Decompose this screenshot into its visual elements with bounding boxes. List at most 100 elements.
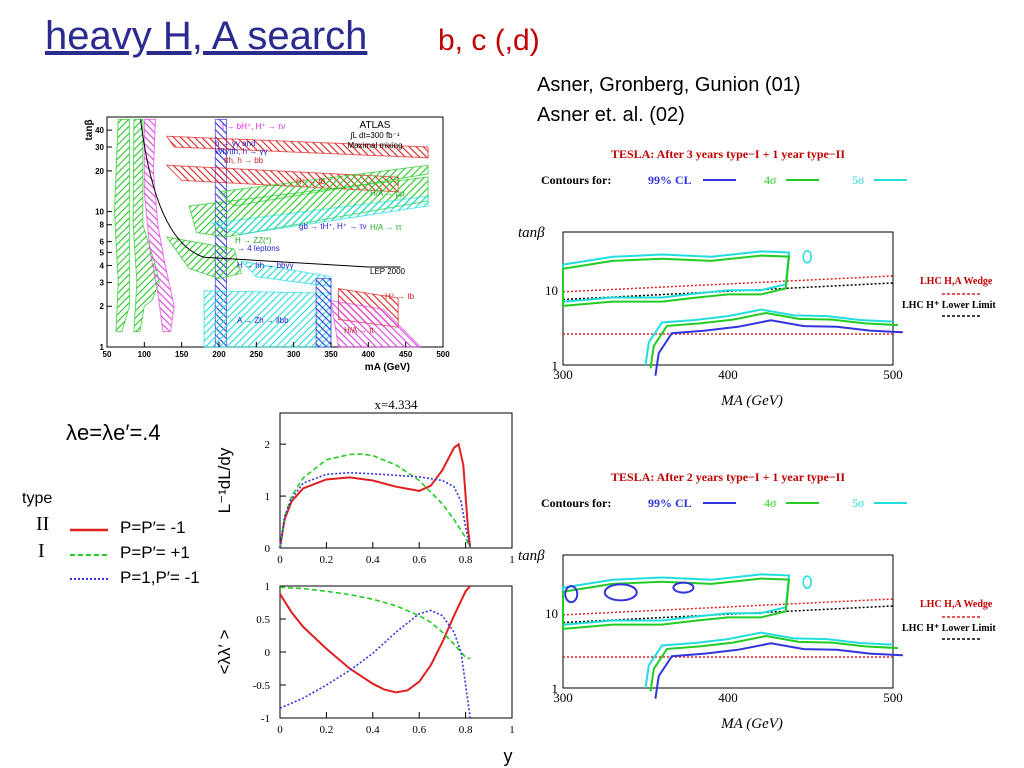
x-tick-label: 400 (718, 367, 738, 382)
x-tick-label: 0.8 (459, 554, 473, 566)
y-tick-label: 40 (95, 126, 104, 135)
atlas-annotation: H → ZZ(*) (235, 236, 272, 245)
series-line (279, 471, 471, 549)
x-tick-label: 350 (324, 350, 338, 359)
y-tick-label: 1 (552, 681, 559, 696)
y-tick-label: 0.5 (256, 614, 270, 626)
contour-5sigma-island (802, 250, 812, 264)
contour-level: 99% CL (648, 173, 692, 187)
x-tick-label: 450 (399, 350, 413, 359)
y-tick-label: 10 (95, 208, 104, 217)
y-tick-label: 3 (100, 278, 105, 287)
type-row-2: II (36, 513, 50, 535)
band-zz (165, 236, 243, 280)
series-line (279, 442, 472, 549)
atlas-header: ATLAS (360, 120, 391, 131)
y-axis-label: tanβ (518, 548, 545, 564)
band-hgg (113, 118, 130, 333)
atlas-header: Maximal mixing (347, 141, 402, 150)
x-tick-label: 500 (883, 367, 903, 382)
x-tick-label: 1 (509, 554, 515, 566)
x-axis-label: y (504, 746, 513, 766)
contour-4sigma-high (562, 254, 791, 307)
atlas-annotation: H/A → tt (344, 326, 375, 335)
x-axis-label: mA (GeV) (365, 362, 410, 373)
slide-subtitle: b, c (,d) (438, 24, 540, 57)
contour-label: Contours for: (541, 173, 611, 187)
contour-99cl-low (654, 642, 903, 699)
reference-1: Asner, Gronberg, Gunion (01) (537, 74, 801, 96)
atlas-annotation: H/A → ττ (370, 223, 403, 232)
y-tick-label: -1 (261, 713, 270, 725)
lep-2000-curve (140, 119, 401, 268)
y-tick-label: 1 (265, 491, 271, 503)
atlas-annotation: H → hh → bbγγ (237, 261, 293, 270)
y-tick-label: 10 (545, 283, 558, 298)
contour-4sigma-high (562, 577, 791, 630)
series-line (279, 585, 471, 694)
contour-99cl-island (672, 581, 695, 594)
x-tick-label: 0 (277, 724, 283, 736)
type-header: type (22, 490, 53, 507)
tesla-title: TESLA: After 2 years type−I + 1 year typ… (611, 470, 845, 484)
contour-99cl-low (654, 319, 903, 376)
contour-5sigma-low (644, 631, 894, 689)
atlas-annotation: h → γγ and (215, 139, 255, 148)
x-tick-label: 50 (103, 350, 112, 359)
atlas-annotation: tth, h → bb (224, 156, 264, 165)
y-tick-label: 0 (265, 543, 271, 555)
contour-4sigma-low (649, 634, 899, 692)
legend-entry: P=P′= -1 (120, 518, 186, 537)
spectrum-title: x=4.334 (374, 397, 418, 412)
y-tick-label: 1 (552, 358, 559, 373)
y-tick-label: 30 (95, 143, 104, 152)
hplus-label: LHC H⁺ Lower Limit (902, 623, 996, 634)
contour-level: 5σ (852, 496, 865, 510)
y-tick-label: 2 (265, 439, 271, 451)
atlas-annotation: H⁺ → tb (296, 177, 326, 186)
x-tick-label: 0.4 (366, 724, 380, 736)
x-tick-label: 300 (553, 367, 573, 382)
contour-label: Contours for: (541, 496, 611, 510)
x-tick-label: 150 (175, 350, 189, 359)
x-tick-label: 0.6 (412, 724, 426, 736)
atlas-header: ∫L dt=300 fb⁻¹ (349, 131, 399, 140)
atlas-annotation: gb → tH⁺, H⁺ → τν (299, 222, 367, 231)
band-wh (132, 118, 160, 333)
x-tick-label: 400 (718, 690, 738, 705)
y-axis-label: tanβ (84, 119, 95, 140)
x-tick-label: 1 (509, 724, 515, 736)
atlas-annotation: Wh/tth, h → γγ (215, 147, 267, 156)
x-tick-label: 300 (553, 690, 573, 705)
x-tick-label: 100 (138, 350, 152, 359)
y-tick-label: 4 (100, 261, 105, 270)
atlas-annotation: → 4 leptons (237, 244, 280, 253)
type-row-1: I (38, 540, 45, 562)
x-tick-label: 0.2 (320, 724, 334, 736)
x-tick-label: 0.8 (459, 724, 473, 736)
hplus-label: LHC H⁺ Lower Limit (902, 300, 996, 311)
y-axis-label: <λλ′ > (215, 630, 234, 675)
wedge-label: LHC H,A Wedge (920, 599, 993, 610)
reference-2: Asner et. al. (02) (537, 104, 685, 126)
y-tick-label: 20 (95, 167, 104, 176)
x-tick-label: 200 (212, 350, 226, 359)
y-tick-label: 5 (100, 248, 105, 257)
legend-entry: P=1,P′= -1 (120, 568, 200, 587)
band-tt (330, 299, 422, 348)
x-tick-label: 0.4 (366, 554, 380, 566)
x-tick-label: 500 (883, 690, 903, 705)
atlas-annotation: H⁺ → tb (385, 292, 415, 301)
hplus-limit-line (562, 605, 894, 624)
contour-level: 99% CL (648, 496, 692, 510)
x-tick-label: 0.2 (320, 554, 334, 566)
wedge-upper-line (562, 598, 894, 616)
tesla-title: TESLA: After 3 years type−I + 1 year typ… (611, 147, 845, 161)
slide-title: heavy H, A search (45, 14, 368, 58)
atlas-annotation: LEP 2000 (370, 267, 406, 276)
band-tbh (143, 118, 175, 333)
x-axis-label: MA (GeV) (720, 393, 783, 409)
